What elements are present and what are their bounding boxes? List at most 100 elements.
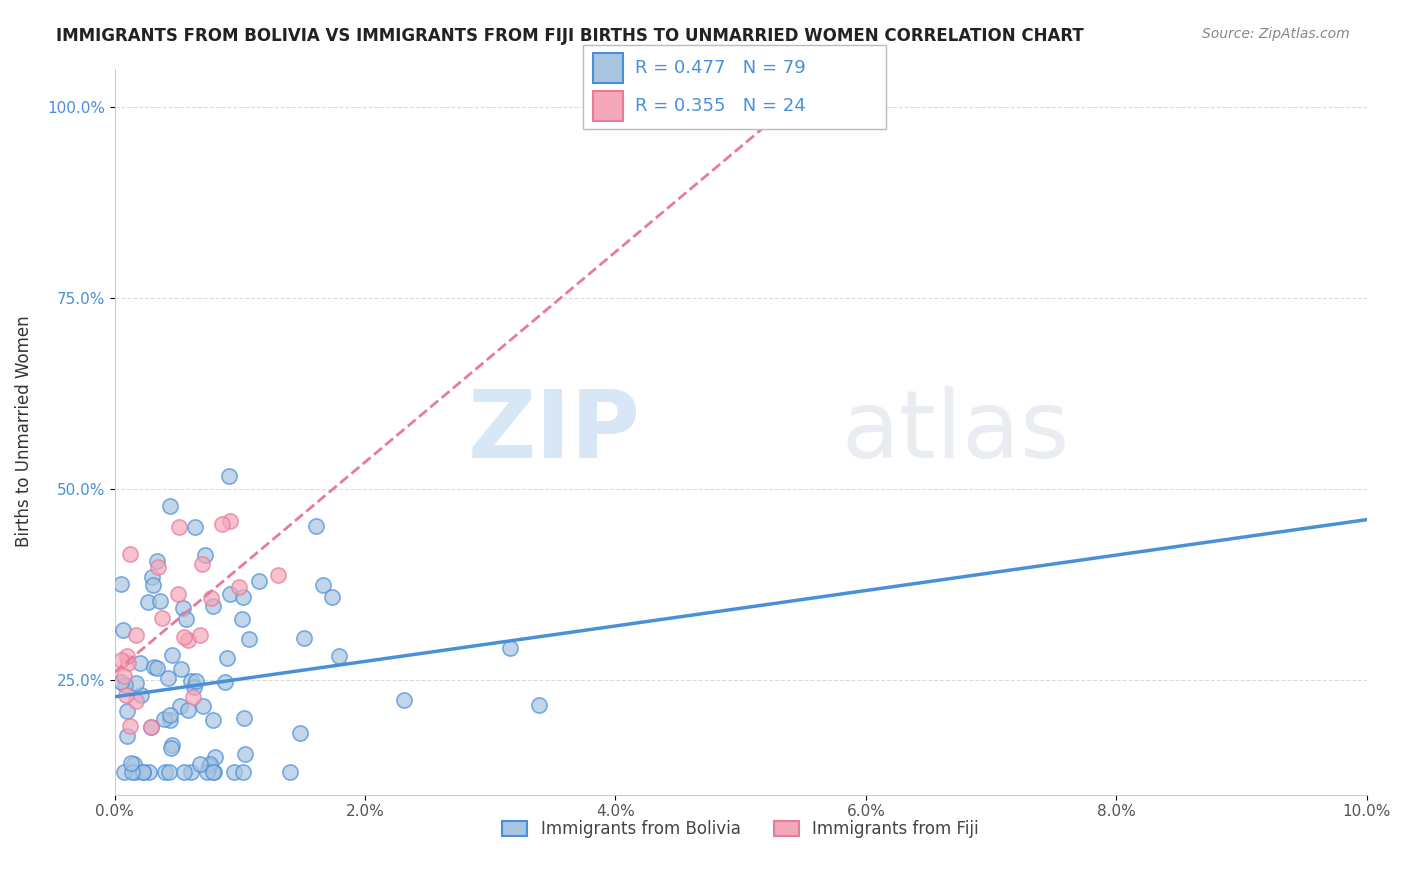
Text: IMMIGRANTS FROM BOLIVIA VS IMMIGRANTS FROM FIJI BIRTHS TO UNMARRIED WOMEN CORREL: IMMIGRANTS FROM BOLIVIA VS IMMIGRANTS FR…	[56, 27, 1084, 45]
Point	[231, 612, 253, 626]
Point	[172, 600, 194, 615]
Point	[110, 652, 132, 666]
Point	[112, 668, 135, 682]
Point	[125, 694, 148, 708]
Point	[222, 764, 245, 779]
Point	[214, 675, 236, 690]
Y-axis label: Births to Unmarried Women: Births to Unmarried Women	[15, 316, 32, 548]
Point	[321, 591, 343, 605]
Point	[312, 578, 335, 592]
Point	[112, 764, 135, 779]
Point	[191, 557, 214, 571]
Text: R = 0.355   N = 24: R = 0.355 N = 24	[636, 97, 806, 115]
Point	[173, 630, 195, 644]
Point	[115, 688, 138, 702]
Text: ZIP: ZIP	[468, 385, 641, 477]
Point	[232, 764, 254, 779]
Point	[139, 720, 162, 734]
Point	[527, 698, 550, 713]
Point	[169, 699, 191, 714]
Point	[170, 662, 193, 676]
Point	[328, 649, 350, 664]
Point	[202, 764, 225, 779]
Point	[292, 631, 315, 645]
Point	[195, 764, 218, 779]
Text: Source: ZipAtlas.com: Source: ZipAtlas.com	[1202, 27, 1350, 41]
Point	[204, 750, 226, 764]
Point	[180, 673, 202, 688]
Point	[110, 675, 132, 690]
Point	[235, 747, 257, 762]
Point	[184, 520, 207, 534]
Bar	[592, 54, 623, 83]
Point	[124, 628, 146, 642]
Point	[115, 704, 138, 718]
Point	[112, 623, 135, 637]
Point	[132, 764, 155, 779]
Point	[218, 514, 240, 528]
Point	[499, 641, 522, 656]
Point	[173, 764, 195, 779]
Point	[157, 671, 180, 685]
Point	[201, 713, 224, 727]
Point	[146, 559, 169, 574]
Point	[232, 590, 254, 604]
Point	[131, 764, 153, 779]
Point	[138, 764, 160, 779]
Point	[198, 759, 221, 773]
Point	[167, 520, 190, 534]
Point	[198, 757, 221, 772]
Point	[120, 756, 142, 771]
Point	[145, 661, 167, 675]
Point	[160, 740, 183, 755]
Point	[121, 764, 143, 779]
Point	[142, 578, 165, 592]
Point	[145, 554, 167, 568]
Point	[138, 595, 160, 609]
Point	[117, 730, 139, 744]
Point	[153, 712, 176, 726]
Point	[188, 757, 211, 772]
Point	[180, 764, 202, 779]
Point	[238, 632, 260, 647]
Point	[177, 633, 200, 648]
Point	[211, 517, 233, 532]
Point	[142, 660, 165, 674]
Legend: Immigrants from Bolivia, Immigrants from Fiji: Immigrants from Bolivia, Immigrants from…	[496, 814, 986, 845]
Point	[124, 764, 146, 779]
Point	[125, 676, 148, 690]
Point	[114, 677, 136, 691]
Point	[174, 612, 197, 626]
Point	[218, 469, 240, 483]
Point	[217, 651, 239, 665]
Point	[266, 567, 288, 582]
Point	[288, 726, 311, 740]
Point	[162, 648, 184, 663]
Point	[200, 591, 222, 606]
Point	[160, 738, 183, 752]
Point	[118, 719, 141, 733]
Point	[247, 574, 270, 588]
Point	[159, 499, 181, 513]
Point	[278, 764, 301, 779]
Point	[115, 649, 138, 664]
Point	[159, 713, 181, 727]
Point	[157, 764, 180, 779]
Point	[118, 547, 141, 561]
Point	[155, 764, 177, 779]
FancyBboxPatch shape	[583, 45, 886, 129]
Point	[117, 657, 139, 671]
Point	[219, 587, 242, 601]
Point	[141, 569, 163, 583]
Point	[150, 611, 173, 625]
Point	[194, 548, 217, 562]
Text: atlas: atlas	[841, 385, 1069, 477]
Bar	[592, 91, 623, 120]
Point	[141, 721, 163, 735]
Point	[232, 711, 254, 725]
Point	[190, 628, 212, 642]
Point	[204, 764, 226, 779]
Point	[167, 587, 190, 601]
Point	[305, 518, 328, 533]
Point	[191, 699, 214, 714]
